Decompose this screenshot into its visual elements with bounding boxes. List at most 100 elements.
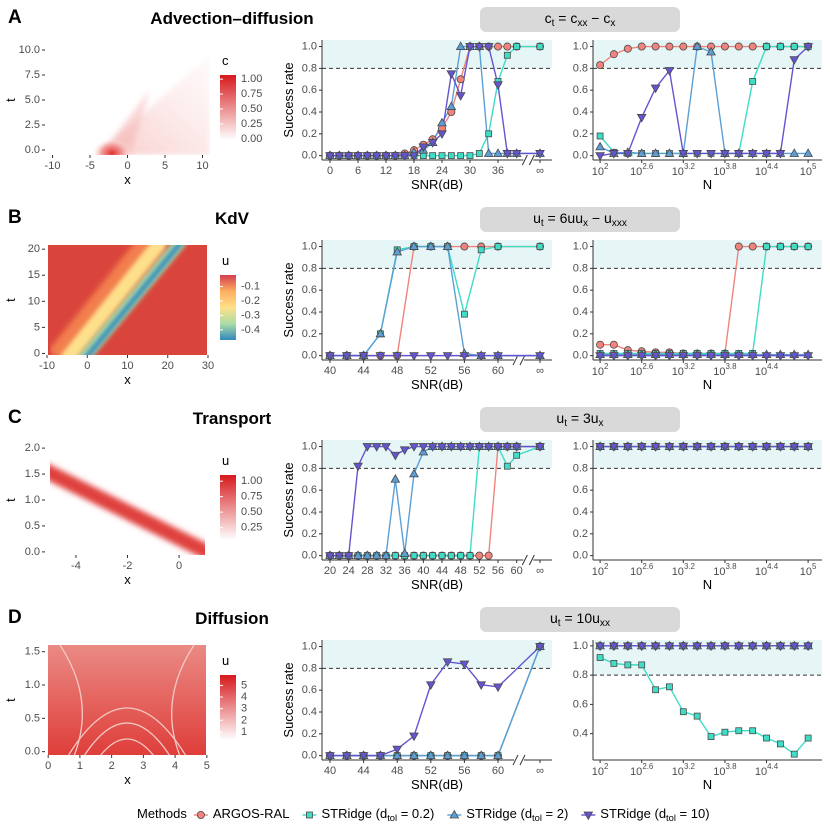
- marker: [341, 752, 352, 761]
- marker: [446, 443, 457, 452]
- marker: [437, 443, 447, 452]
- legend-label: ARGOS-RAL: [213, 806, 290, 821]
- marker: [535, 443, 545, 452]
- heatmap-image: [50, 445, 205, 555]
- marker: [353, 550, 363, 560]
- marker: [789, 352, 800, 361]
- marker: [418, 143, 429, 153]
- marker: [196, 811, 205, 820]
- marker: [733, 642, 744, 652]
- x-tick-label: 52: [425, 365, 437, 377]
- y-tick-label: 1.0: [573, 440, 588, 452]
- marker: [636, 352, 647, 361]
- marker: [457, 152, 465, 160]
- marker: [651, 42, 660, 51]
- marker: [664, 67, 675, 76]
- x-tick-label: 48: [391, 765, 403, 777]
- marker: [804, 734, 812, 742]
- marker: [493, 42, 502, 51]
- marker: [474, 43, 485, 52]
- marker: [371, 550, 382, 560]
- marker: [513, 451, 521, 459]
- x-tick-label: 52: [473, 565, 485, 577]
- marker: [325, 552, 335, 561]
- marker: [399, 548, 410, 557]
- y-axis-label: Success rate: [281, 62, 296, 137]
- x-tick-label: 40: [324, 765, 336, 777]
- marker: [418, 443, 429, 452]
- marker: [536, 243, 544, 250]
- marker: [789, 642, 800, 652]
- marker: [583, 811, 594, 821]
- marker: [747, 443, 758, 452]
- x-tick-label: 36: [399, 565, 411, 577]
- x-axis-label: x: [124, 372, 131, 387]
- x-tick-label: 0: [84, 360, 90, 372]
- x-tick-label: -10: [39, 360, 55, 372]
- y-tick-label: 0: [34, 347, 40, 359]
- marker: [596, 654, 604, 661]
- colorbar-tick-label: 1.00: [241, 73, 262, 85]
- marker: [306, 811, 313, 819]
- y-tick-label: 1.0: [302, 440, 317, 452]
- y-tick-label: 0.6: [302, 684, 317, 696]
- x-tick-label: -10: [45, 160, 61, 172]
- marker: [409, 732, 419, 742]
- x-axis-label: N: [703, 177, 712, 192]
- marker: [475, 150, 483, 157]
- marker: [790, 243, 798, 250]
- marker: [623, 44, 632, 53]
- y-tick-label: 0.4: [573, 506, 588, 518]
- marker: [775, 642, 786, 652]
- marker: [483, 43, 494, 52]
- marker: [392, 246, 403, 256]
- x-tick-label: 104.4: [755, 562, 779, 578]
- legend-title: Methods: [137, 806, 187, 821]
- x-tick-label: 32: [380, 565, 392, 577]
- marker: [622, 443, 633, 452]
- marker: [761, 352, 772, 361]
- x-tick-label: 60: [492, 765, 504, 777]
- marker: [664, 352, 675, 361]
- marker: [733, 443, 744, 452]
- y-tick-label: 1.0: [302, 640, 317, 652]
- marker: [763, 43, 770, 50]
- x-tick-label: 48: [391, 365, 403, 377]
- marker: [446, 101, 457, 110]
- marker: [341, 352, 352, 361]
- marker: [375, 352, 386, 361]
- y-tick-label: 0.4: [573, 728, 588, 740]
- marker: [665, 42, 674, 51]
- x-tick-label: 12: [380, 165, 392, 177]
- marker: [804, 243, 812, 250]
- marker: [425, 681, 436, 690]
- target-region: [593, 240, 822, 269]
- x-tick-label: 102.6: [630, 562, 654, 578]
- marker: [535, 352, 545, 361]
- marker: [503, 42, 512, 51]
- x-axis-label: x: [124, 572, 131, 587]
- y-tick-label: 0.0: [573, 350, 588, 362]
- x-tick-label: 40: [324, 365, 336, 377]
- marker: [325, 152, 335, 161]
- marker: [493, 750, 503, 760]
- marker: [442, 352, 453, 361]
- marker: [358, 352, 369, 361]
- colorbar-label: c: [222, 53, 229, 68]
- x-axis-label: SNR(dB): [411, 377, 463, 392]
- y-tick-label: 2.5: [25, 119, 40, 131]
- colorbar-tick-label: -0.3: [241, 309, 260, 321]
- marker: [748, 42, 757, 51]
- x-tick-label: 0: [176, 560, 182, 572]
- marker: [720, 443, 730, 452]
- legend-label: STRidge (dtol = 2): [466, 806, 568, 823]
- marker: [775, 443, 786, 452]
- marker: [650, 148, 661, 157]
- series-line: [330, 445, 540, 557]
- marker: [442, 658, 453, 668]
- equation-box: [480, 407, 680, 432]
- marker: [483, 148, 494, 157]
- colorbar-tick-label: 0.75: [241, 88, 262, 100]
- marker: [636, 148, 647, 157]
- colorbar-label: u: [222, 653, 229, 668]
